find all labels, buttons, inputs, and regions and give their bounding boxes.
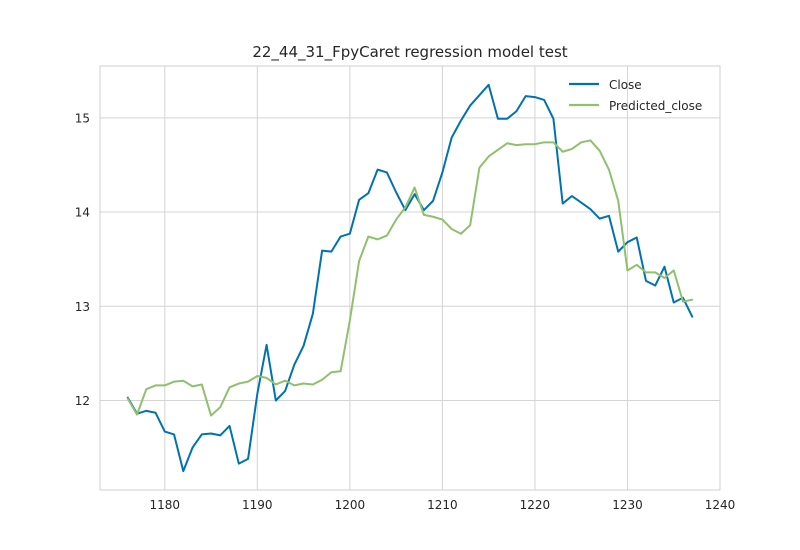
series-line-predicted-close (126, 139, 694, 417)
x-tick-labels: 1180 1190 1200 1210 1220 1230 1240 (150, 498, 736, 512)
x-tick-label: 1180 (150, 498, 181, 512)
chart-title: 22_44_31_FpyCaret regression model test (252, 43, 567, 62)
y-tick-labels: 12 13 14 15 (75, 111, 90, 408)
y-tick-label: 13 (75, 300, 90, 314)
x-tick-label: 1210 (427, 498, 458, 512)
series-lines (126, 83, 694, 473)
grid-lines (100, 66, 720, 490)
y-tick-label: 15 (75, 111, 90, 125)
y-tick-label: 14 (75, 206, 90, 220)
x-tick-label: 1190 (242, 498, 273, 512)
x-tick-label: 1230 (612, 498, 643, 512)
y-tick-label: 12 (75, 394, 90, 408)
x-tick-label: 1240 (705, 498, 736, 512)
x-tick-label: 1200 (335, 498, 366, 512)
plot-area (100, 66, 720, 490)
legend-label-close: Close (609, 78, 642, 92)
legend-label-predicted-close: Predicted_close (609, 99, 702, 113)
series-line-close (126, 83, 694, 473)
legend: Close Predicted_close (569, 78, 702, 113)
plot-frame (99, 65, 721, 491)
x-tick-label: 1220 (520, 498, 551, 512)
